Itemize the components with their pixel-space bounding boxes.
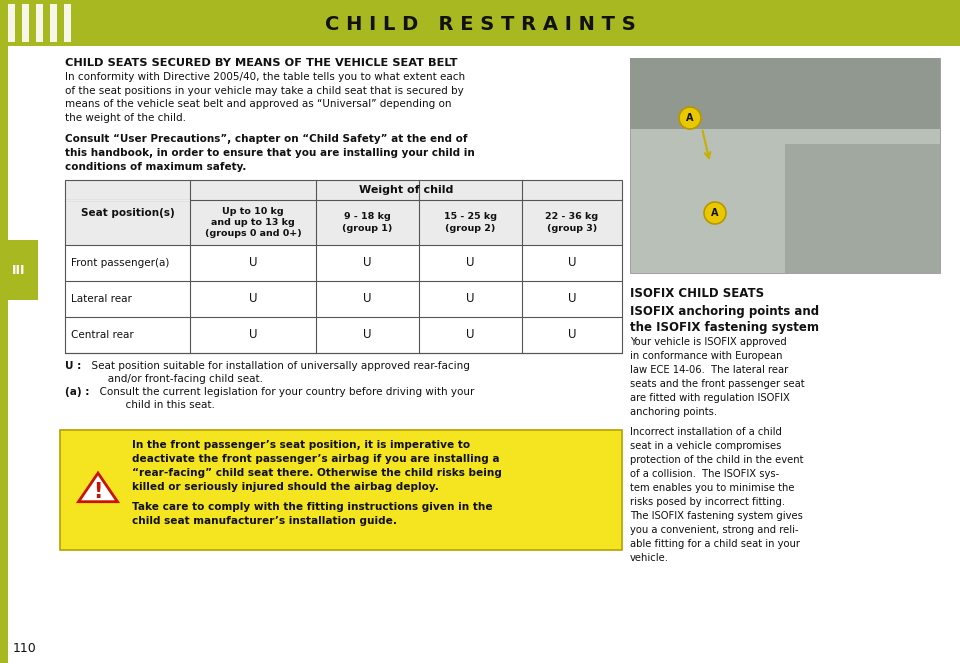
Bar (22, 4, 29, 42)
Text: A: A (686, 113, 694, 123)
Bar (50, 4, 57, 42)
Text: Seat position suitable for installation of universally approved rear-facing
    : Seat position suitable for installation … (85, 361, 469, 384)
Bar (0, 46, 8, 663)
Text: U: U (567, 292, 576, 306)
Text: U :: U : (65, 361, 82, 371)
Text: III: III (12, 263, 26, 276)
Text: ISOFIX anchoring points and
the ISOFIX fastening system: ISOFIX anchoring points and the ISOFIX f… (630, 305, 819, 334)
Text: 22 - 36 kg
(group 3): 22 - 36 kg (group 3) (545, 212, 598, 233)
Text: Take care to comply with the fitting instructions given in the
child seat manufa: Take care to comply with the fitting ins… (132, 502, 492, 526)
Bar (0, 0, 960, 46)
Text: ISOFIX CHILD SEATS: ISOFIX CHILD SEATS (630, 287, 764, 300)
Text: U: U (249, 292, 257, 306)
Text: Central rear: Central rear (71, 330, 133, 340)
Text: Up to 10 kg
and up to 13 kg
(groups 0 and 0+): Up to 10 kg and up to 13 kg (groups 0 an… (204, 207, 301, 238)
Text: Consult the current legislation for your country before driving with your
      : Consult the current legislation for your… (93, 387, 474, 410)
Bar (785, 144, 940, 273)
Text: Incorrect installation of a child
seat in a vehicle compromises
protection of th: Incorrect installation of a child seat i… (630, 427, 804, 563)
Bar (65, 180, 622, 245)
Text: (a) :: (a) : (65, 387, 89, 397)
Text: U: U (249, 328, 257, 341)
Text: Your vehicle is ISOFIX approved
in conformance with European
law ECE 14-06.  The: Your vehicle is ISOFIX approved in confo… (630, 337, 804, 417)
Text: U: U (363, 328, 372, 341)
Text: Lateral rear: Lateral rear (71, 294, 132, 304)
Text: CHILD SEATS SECURED BY MEANS OF THE VEHICLE SEAT BELT: CHILD SEATS SECURED BY MEANS OF THE VEHI… (65, 58, 458, 68)
Text: !: ! (93, 482, 103, 502)
Text: U: U (567, 328, 576, 341)
Text: A: A (711, 208, 719, 218)
Bar (36, 4, 43, 42)
Bar (60, 430, 622, 550)
Bar (0, 240, 38, 300)
Polygon shape (79, 473, 117, 502)
Circle shape (679, 107, 701, 129)
Bar (630, 58, 940, 273)
Circle shape (704, 202, 726, 224)
Bar (64, 4, 71, 42)
Text: C H I L D   R E S T R A I N T S: C H I L D R E S T R A I N T S (324, 15, 636, 34)
Text: Front passenger(a): Front passenger(a) (71, 258, 169, 268)
Text: U: U (466, 257, 474, 269)
Text: U: U (567, 257, 576, 269)
Text: Weight of child: Weight of child (359, 185, 453, 195)
Text: Seat position(s): Seat position(s) (81, 208, 175, 217)
Text: 15 - 25 kg
(group 2): 15 - 25 kg (group 2) (444, 212, 496, 233)
Bar (630, 58, 940, 129)
Text: U: U (466, 328, 474, 341)
Text: U: U (249, 257, 257, 269)
Text: U: U (363, 257, 372, 269)
Text: 9 - 18 kg
(group 1): 9 - 18 kg (group 1) (342, 212, 393, 233)
Text: U: U (363, 292, 372, 306)
Text: In the front passenger’s seat position, it is imperative to
deactivate the front: In the front passenger’s seat position, … (132, 440, 502, 492)
Text: Consult “User Precautions”, chapter on “Child Safety” at the end of
this handboo: Consult “User Precautions”, chapter on “… (65, 134, 475, 172)
Text: 110: 110 (13, 642, 36, 654)
Text: U: U (466, 292, 474, 306)
Bar (8, 4, 15, 42)
Text: In conformity with Directive 2005/40, the table tells you to what extent each
of: In conformity with Directive 2005/40, th… (65, 72, 466, 123)
Bar (65, 180, 622, 353)
